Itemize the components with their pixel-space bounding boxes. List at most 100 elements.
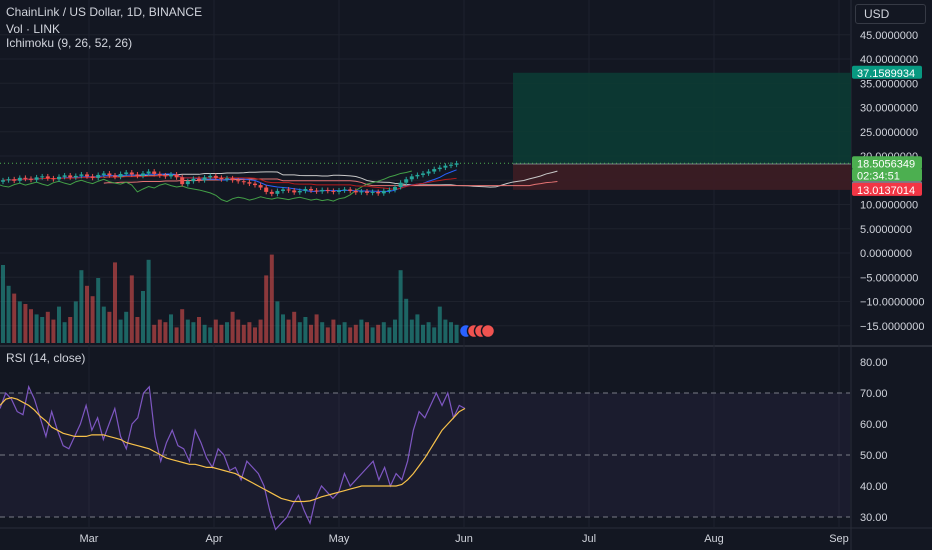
price-tick-label: 45.0000000 [860,30,918,42]
candle-body [381,190,386,194]
candle-body [309,188,313,191]
candle-body [398,182,403,188]
candle-body [1,180,5,182]
candle-body [247,182,252,184]
candle-body [269,191,274,194]
price-labels: 37.158993418.505634902:34:5118.338238613… [852,65,922,197]
volume-bar [370,327,375,343]
volume-bar [381,322,386,343]
price-tick-label: 0.0000000 [860,248,912,260]
price-tick-label: 35.0000000 [860,78,918,90]
volume-bar [40,317,45,343]
candle-body [68,175,73,178]
rsi-pane[interactable] [0,384,850,531]
volume-bar [23,304,28,343]
candle-body [236,180,241,182]
time-axis[interactable]: Mar Apr May Jun Jul Aug Sep [80,533,849,545]
candle-body [314,190,319,192]
candle-body [365,191,369,193]
rsi-tick-label: 40.00 [860,481,888,493]
volume-bar [286,319,291,343]
candle-body [275,190,280,194]
candle-body [353,190,358,193]
volume-bar [393,319,397,343]
stop-zone[interactable] [513,164,851,190]
volume-bar [398,270,403,343]
candle-body [45,176,50,179]
ichimoku-lines [0,169,558,203]
currency-button[interactable]: USD [855,4,926,24]
candle-body [230,178,235,181]
candle-body [292,190,297,193]
event-markers[interactable] [458,323,496,339]
candle-body [157,173,162,176]
volume-legend[interactable]: Vol · LINK [6,22,61,36]
candle-body [29,178,33,180]
volume-bar [253,327,257,343]
volume-bar [141,291,145,343]
rsi-tick-label: 50.00 [860,450,888,462]
price-tick-label: 30.0000000 [860,103,918,115]
volume-bar [314,314,319,343]
volume-bar [269,254,274,343]
candle-body [303,188,308,191]
candle-body [12,179,17,181]
candle-body [370,191,375,193]
volume-bars [1,254,459,343]
price-tick-label: 25.0000000 [860,127,918,139]
volume-bar [236,319,241,343]
volume-bar [191,322,196,343]
candle-body [113,175,117,177]
volume-bar [12,293,17,343]
candle-body [141,173,145,176]
volume-bar [264,275,269,343]
candle-body [57,176,61,180]
volume-bar [449,322,453,343]
candle-body [393,187,397,190]
volume-bar [342,322,347,343]
rsi-moving-average [0,397,466,503]
ichimoku-legend[interactable]: Ichimoku (9, 26, 52, 26) [6,36,133,50]
volume-bar [208,327,213,343]
volume-bar [146,259,151,343]
candle-body [169,174,173,177]
volume-bar [454,324,459,343]
candle-body [101,173,106,175]
volume-bar [62,322,67,343]
rsi-legend[interactable]: RSI (14, close) [6,351,86,365]
long-position-tool[interactable] [0,72,851,190]
candle-body [191,178,196,182]
candle-body [202,177,207,181]
countdown-label: 02:34:51 [857,170,900,182]
ichimoku-conversion-line [2,169,457,192]
volume-bar [443,319,448,343]
volume-bar [157,319,162,343]
candle-body [90,176,95,178]
candle-body [135,174,140,176]
target-price-label-bg [852,65,922,79]
event-marker-icon[interactable] [480,323,496,339]
candle-body [62,175,67,177]
ichimoku-base-line [2,174,457,190]
candle-body [17,177,22,181]
stop-price-label-bg [852,182,922,196]
volume-bar [101,306,106,343]
ichimoku-span-a [103,170,558,188]
candle-body [40,176,45,178]
candle-body [174,174,179,178]
candle-body [219,177,224,180]
candle-body [197,178,201,181]
price-tick-label: 5.0000000 [860,224,912,236]
candle-body [23,177,28,179]
target-zone[interactable] [513,72,851,165]
rsi-tick-label: 80.00 [860,357,888,369]
price-axis[interactable]: 45.0000000 40.0000000 35.0000000 30.0000000… [860,30,925,524]
candle-body [297,190,302,193]
volume-bar [325,327,330,343]
candle-body [124,172,129,174]
candle-body [118,173,123,177]
target-price-label: 37.1589934 [857,68,915,80]
price-tick-label: 10.0000000 [860,200,918,212]
